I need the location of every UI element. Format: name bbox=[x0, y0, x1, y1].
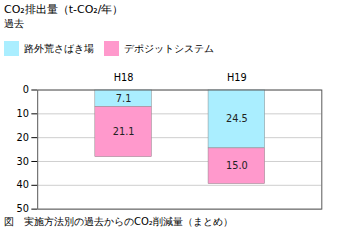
svg-text:0: 0 bbox=[23, 84, 29, 95]
svg-text:H19: H19 bbox=[227, 72, 247, 83]
svg-text:20: 20 bbox=[16, 132, 28, 143]
svg-text:50: 50 bbox=[16, 203, 28, 214]
svg-text:40: 40 bbox=[16, 179, 28, 190]
svg-text:21.1: 21.1 bbox=[113, 126, 135, 137]
svg-text:H18: H18 bbox=[114, 72, 134, 83]
html-text:デポジットシステム: デポジットシステム bbox=[124, 41, 214, 55]
svg-text:10: 10 bbox=[16, 108, 28, 119]
svg-text:30: 30 bbox=[16, 156, 28, 167]
html-text:路外荒さばき場: 路外荒さばき場 bbox=[24, 41, 94, 55]
svg-text:24.5: 24.5 bbox=[226, 113, 248, 124]
html-text:図 実施方法別の過去からのCO₂削減量（まとめ）: 図 実施方法別の過去からのCO₂削減量（まとめ） bbox=[4, 215, 233, 227]
svg-text:7.1: 7.1 bbox=[116, 93, 132, 104]
html-text:CO₂排出量（t-CO₂/年）: CO₂排出量（t-CO₂/年） bbox=[4, 3, 124, 16]
svg-text:15.0: 15.0 bbox=[226, 160, 248, 171]
html-text:過去: 過去 bbox=[4, 18, 24, 29]
